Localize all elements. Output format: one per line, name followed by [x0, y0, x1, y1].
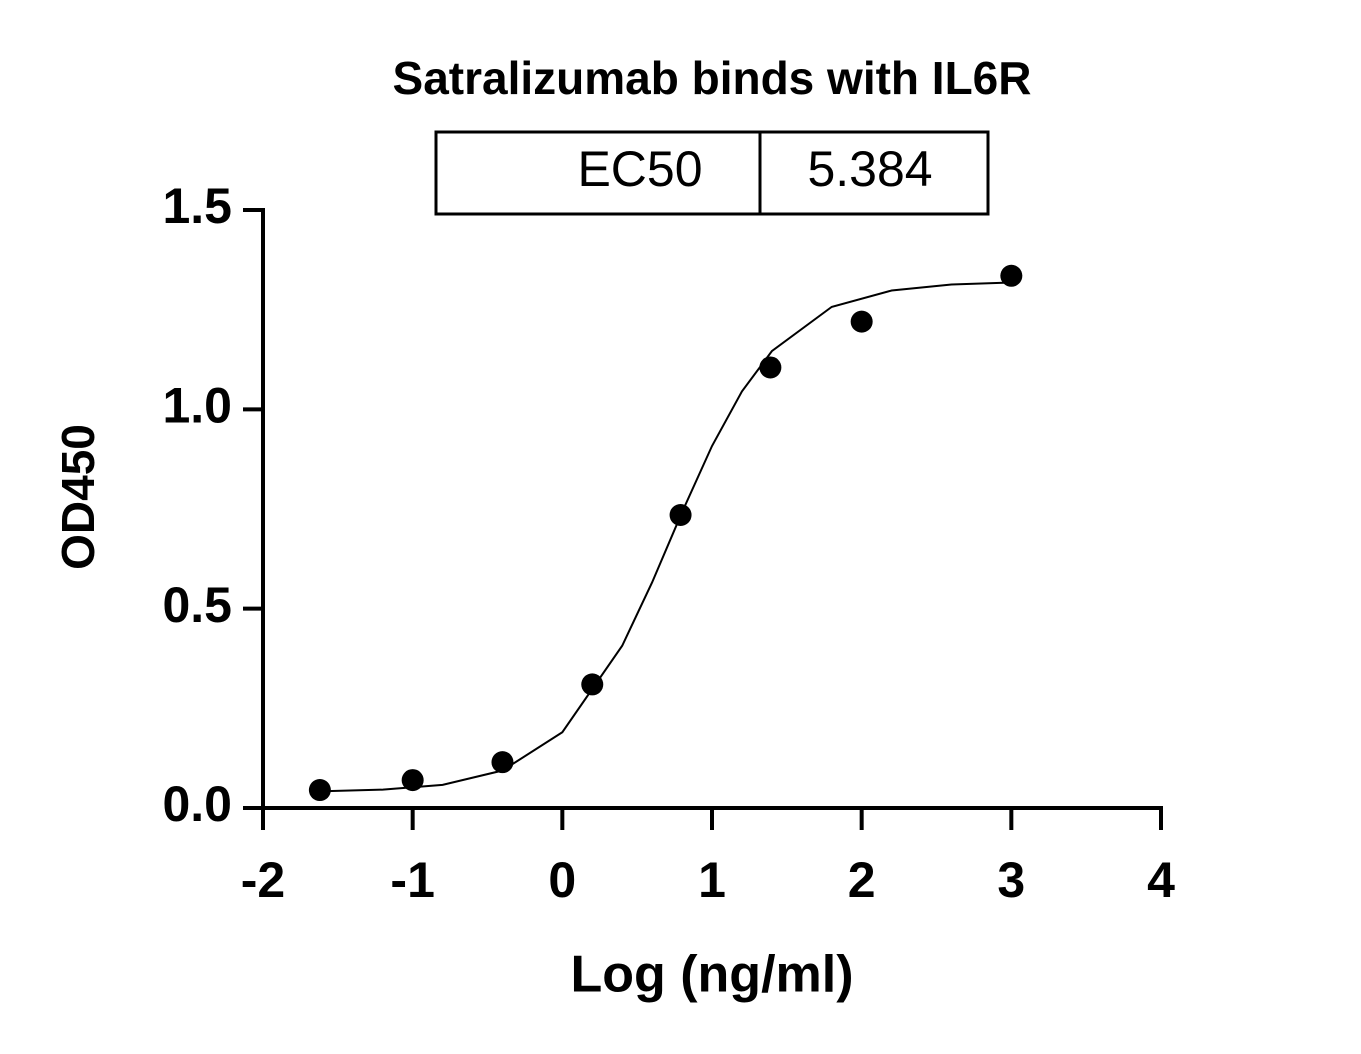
y-axis-label: OD450 — [52, 424, 104, 570]
data-point — [850, 310, 873, 333]
x-tick-label: 1 — [698, 852, 726, 908]
data-point — [581, 673, 604, 696]
data-point — [401, 769, 424, 792]
y-tick-label: 0.0 — [162, 776, 232, 832]
ec50-label: EC50 — [577, 141, 702, 197]
x-tick-label: -1 — [390, 852, 434, 908]
x-tick-label: 0 — [548, 852, 576, 908]
x-tick-label: -2 — [241, 852, 285, 908]
data-point — [1000, 264, 1023, 287]
y-tick-label: 1.0 — [162, 378, 232, 434]
x-axis-label: Log (ng/ml) — [570, 946, 853, 1004]
y-tick-label: 1.5 — [162, 178, 232, 234]
data-point — [308, 779, 331, 802]
y-tick-label: 0.5 — [162, 577, 232, 633]
data-point — [759, 356, 782, 379]
fit-curve — [322, 281, 1012, 793]
chart-title: Satralizumab binds with IL6R — [393, 52, 1032, 104]
data-point — [669, 503, 692, 526]
x-tick-label: 4 — [1147, 852, 1175, 908]
data-point — [491, 751, 514, 774]
x-tick-label: 2 — [848, 852, 876, 908]
ec50-value: 5.384 — [807, 141, 932, 197]
ec50-box — [434, 130, 990, 216]
x-tick-label: 3 — [997, 852, 1025, 908]
